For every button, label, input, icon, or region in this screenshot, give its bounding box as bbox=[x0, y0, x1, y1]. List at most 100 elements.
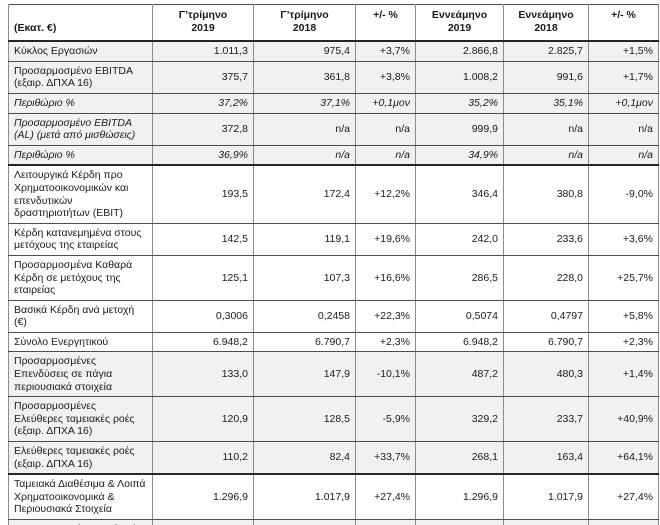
cell-value: +5,8% bbox=[588, 300, 659, 333]
cell-value: 975,4 bbox=[253, 41, 356, 62]
cell-value: +1,7% bbox=[588, 61, 659, 94]
row-label: Σύνολο Ενεργητικού bbox=[8, 332, 153, 353]
cell-value: 242,0 bbox=[415, 223, 504, 256]
cell-value: 228,0 bbox=[503, 255, 589, 301]
table-row: Περιθώριο % 37,2% 37,1% +0,1μον 35,2% 35,1% +0… bbox=[8, 93, 659, 114]
cell-value: -9,0% bbox=[588, 165, 659, 224]
cell-value: -4,3% bbox=[355, 519, 416, 525]
cell-value: +3,8% bbox=[355, 61, 416, 94]
table-row: Προσαρμοσμένος Καθαρός Δανεισμός (εξαιρ.… bbox=[8, 519, 659, 525]
cell-value: 125,1 bbox=[152, 255, 254, 301]
cell-value: +40,9% bbox=[588, 396, 659, 443]
row-label: Προσαρμοσμένος Καθαρός Δανεισμός (εξαιρ.… bbox=[8, 519, 153, 525]
row-label: Περιθώριο % bbox=[8, 93, 153, 114]
cell-value: 286,5 bbox=[415, 255, 504, 301]
cell-value: +16,6% bbox=[355, 255, 416, 301]
cell-value: n/a bbox=[588, 113, 659, 146]
cell-value: +27,4% bbox=[355, 474, 416, 521]
cell-value: +0,1μον bbox=[355, 93, 416, 114]
cell-value: 999,9 bbox=[415, 113, 504, 146]
cell-value: 487,2 bbox=[415, 351, 504, 398]
cell-value: +3,7% bbox=[355, 41, 416, 62]
cell-value: +12,2% bbox=[355, 165, 416, 224]
cell-value: 120,9 bbox=[152, 396, 254, 443]
row-label: Προσαρμοσμένα Καθαρά Κέρδη σε μετόχους τ… bbox=[8, 255, 153, 301]
table-row: Προσαρμοσμένο EBITDA (εξαιρ. ΔΠΧΑ 16) 375… bbox=[8, 61, 659, 94]
cell-value: 6.948,2 bbox=[152, 332, 254, 353]
cell-value: +33,7% bbox=[355, 441, 416, 476]
table-row: Ταμειακά Διαθέσιμα & Λοιπά Χρηματοοικονο… bbox=[8, 474, 659, 521]
table-row: Βασικά Κέρδη ανά μετοχή (€) 0,3006 0,2458 +… bbox=[8, 300, 659, 333]
cell-value: 1.008,2 bbox=[415, 61, 504, 94]
cell-value: +3,6% bbox=[588, 223, 659, 256]
table-row: Ελεύθερες ταμειακές ροές (εξαιρ. ΔΠΧΑ 16… bbox=[8, 441, 659, 476]
table-header-row: (Εκατ. €) Γ’τρίμηνο 2019 Γ’τρίμηνο 2018 +/… bbox=[8, 4, 659, 43]
cell-value: 233,7 bbox=[503, 396, 589, 443]
table-row: Προσαρμοσμένες Ελεύθερες ταμειακές ροές … bbox=[8, 396, 659, 443]
cell-value: 36,9% bbox=[152, 145, 254, 167]
row-label: Προσαρμοσμένες Επενδύσεις σε πάγια περιο… bbox=[8, 351, 153, 398]
row-label: Ελεύθερες ταμειακές ροές (εξαιρ. ΔΠΧΑ 16… bbox=[8, 441, 153, 476]
cell-value: 110,2 bbox=[152, 441, 254, 476]
unit-label: (Εκατ. €) bbox=[8, 4, 153, 43]
cell-value: 1.017,9 bbox=[253, 474, 356, 521]
cell-value: 35,2% bbox=[415, 93, 504, 114]
table-row: Προσαρμοσμένα Καθαρά Κέρδη σε μετόχους τ… bbox=[8, 255, 659, 301]
cell-value: 2.866,8 bbox=[415, 41, 504, 62]
cell-value: +22,3% bbox=[355, 300, 416, 333]
cell-value: 375,7 bbox=[152, 61, 254, 94]
cell-value: 380,8 bbox=[503, 165, 589, 224]
cell-value: 329,2 bbox=[415, 396, 504, 443]
cell-value: 772,5 bbox=[152, 519, 254, 525]
cell-value: 1.296,9 bbox=[152, 474, 254, 521]
table-row: Περιθώριο % 36,9% n/a n/a 34,9% n/a n/a bbox=[8, 145, 659, 167]
cell-value: 34,9% bbox=[415, 145, 504, 167]
cell-value: -5,9% bbox=[355, 396, 416, 443]
cell-value: 163,4 bbox=[503, 441, 589, 476]
cell-value: +1,5% bbox=[588, 41, 659, 62]
cell-value: 268,1 bbox=[415, 441, 504, 476]
row-label: Προσαρμοσμένες Ελεύθερες ταμειακές ροές … bbox=[8, 396, 153, 443]
cell-value: 142,5 bbox=[152, 223, 254, 256]
column-header-9m-2018: Εννεάμηνο 2018 bbox=[503, 4, 589, 43]
cell-value: +19,6% bbox=[355, 223, 416, 256]
cell-value: n/a bbox=[588, 145, 659, 167]
table-row: Σύνολο Ενεργητικού 6.948,2 6.790,7 +2,3% 6.9… bbox=[8, 332, 659, 353]
cell-value: n/a bbox=[503, 145, 589, 167]
cell-value: 82,4 bbox=[253, 441, 356, 476]
cell-value: +0,1μον bbox=[588, 93, 659, 114]
cell-value: 0,3006 bbox=[152, 300, 254, 333]
table-row: Λειτουργικά Κέρδη προ Χρηματοοικονομικών… bbox=[8, 165, 659, 224]
cell-value: 807,5 bbox=[503, 519, 589, 525]
cell-value: 480,3 bbox=[503, 351, 589, 398]
cell-value: 346,4 bbox=[415, 165, 504, 224]
cell-value: 147,9 bbox=[253, 351, 356, 398]
cell-value: 128,5 bbox=[253, 396, 356, 443]
row-label: Κέρδη κατανεμημένα στους μετόχους της ετ… bbox=[8, 223, 153, 256]
cell-value: 193,5 bbox=[152, 165, 254, 224]
financial-table: (Εκατ. €) Γ’τρίμηνο 2019 Γ’τρίμηνο 2018 +/… bbox=[8, 4, 659, 525]
table-row: Προσαρμοσμένες Επενδύσεις σε πάγια περιο… bbox=[8, 351, 659, 398]
cell-value: +1,4% bbox=[588, 351, 659, 398]
cell-value: 0,5074 bbox=[415, 300, 504, 333]
cell-value: 2.825,7 bbox=[503, 41, 589, 62]
cell-value: 172,4 bbox=[253, 165, 356, 224]
cell-value: 0,2458 bbox=[253, 300, 356, 333]
cell-value: 37,2% bbox=[152, 93, 254, 114]
table-row: Κέρδη κατανεμημένα στους μετόχους της ετ… bbox=[8, 223, 659, 256]
column-header-9m-2019: Εννεάμηνο 2019 bbox=[415, 4, 504, 43]
cell-value: -10,1% bbox=[355, 351, 416, 398]
row-label: Περιθώριο % bbox=[8, 145, 153, 167]
column-header-q3-2018: Γ’τρίμηνο 2018 bbox=[253, 4, 356, 43]
cell-value: 1.011,3 bbox=[152, 41, 254, 62]
cell-value: 37,1% bbox=[253, 93, 356, 114]
cell-value: 119,1 bbox=[253, 223, 356, 256]
cell-value: 6.790,7 bbox=[503, 332, 589, 353]
cell-value: 107,3 bbox=[253, 255, 356, 301]
cell-value: +25,7% bbox=[588, 255, 659, 301]
row-label: Βασικά Κέρδη ανά μετοχή (€) bbox=[8, 300, 153, 333]
cell-value: n/a bbox=[253, 113, 356, 146]
column-header-change-9m: +/- % bbox=[588, 4, 659, 43]
row-label: Προσαρμοσμένο EBITDA (εξαιρ. ΔΠΧΑ 16) bbox=[8, 61, 153, 94]
